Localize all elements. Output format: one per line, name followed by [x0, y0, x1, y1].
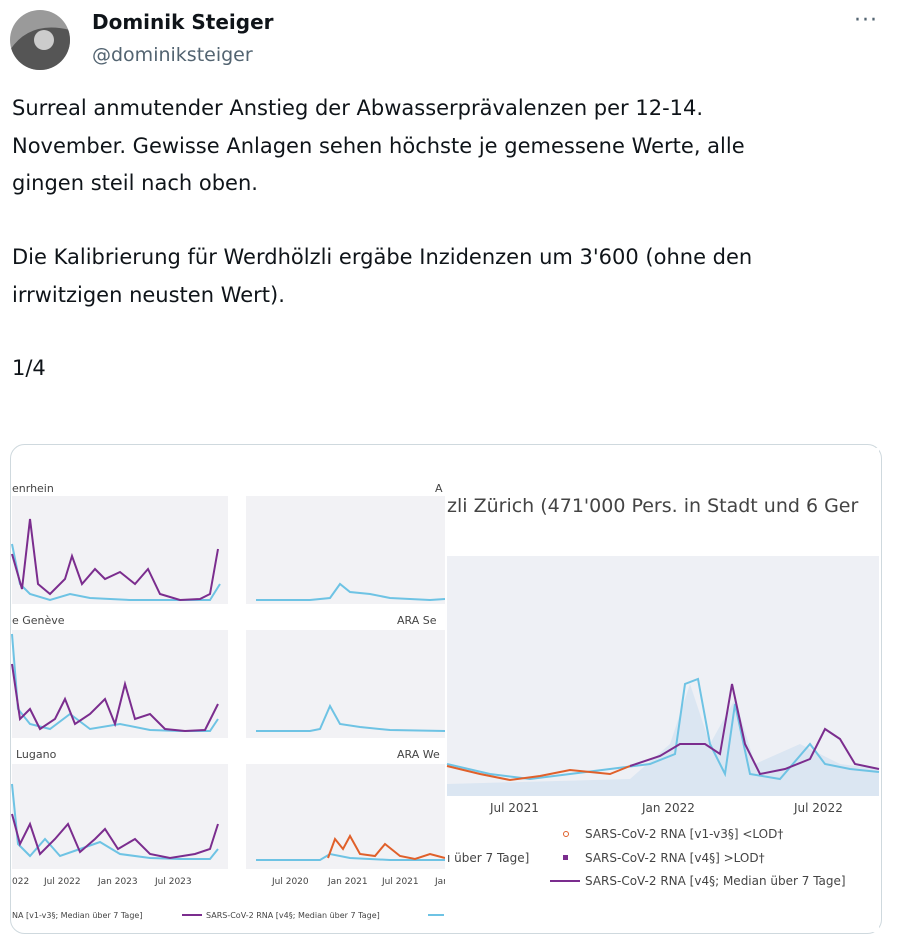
curve: [629, 683, 880, 776]
tweet-text: 1/4: [12, 356, 46, 380]
legend-entry: SARS-CoV-2 RNA [v4§; Median über 7 Tage]: [585, 874, 846, 888]
tweet-text: November. Gewisse Anlagen sehen höchste …: [12, 134, 745, 158]
panel-title: ARA We: [397, 748, 440, 761]
plot-bg: [12, 764, 228, 869]
plot-bg: [12, 496, 228, 604]
curves: [11, 518, 446, 861]
tweet-text: Surreal anmutender Anstieg der Abwasserp…: [12, 96, 704, 120]
media[interactable]: enrhein A e Genève ARA Se Lugano ARA We …: [10, 444, 882, 934]
left-image: enrhein A e Genève ARA Se Lugano ARA We …: [11, 482, 463, 920]
x-label: Jul 2023: [154, 877, 192, 887]
avatar-image: [10, 10, 70, 70]
x-label: Jul 2021: [381, 877, 419, 887]
x-label: 022: [12, 877, 29, 887]
plot-bg: [246, 496, 445, 604]
x-label: Jan 2023: [97, 877, 138, 887]
legend-entry: SARS-CoV-2 RNA [v4§] >LOD†: [585, 851, 765, 865]
chart-title: zli Zürich (471'000 Pers. in Stadt und 6…: [447, 495, 858, 517]
plot-bg: [246, 764, 445, 869]
x-label: Jul 2022: [793, 801, 843, 815]
x-label: Jul 2022: [43, 877, 81, 887]
x-label: Jul 2021: [489, 801, 539, 815]
plot-bg: [12, 630, 228, 738]
curve: [256, 582, 446, 602]
avatar[interactable]: [10, 10, 70, 70]
curve: [11, 813, 219, 860]
tweet-text: Die Kalibrierung für Werdhölzli ergäbe I…: [12, 245, 753, 269]
user-name[interactable]: Dominik Steiger: [92, 10, 274, 34]
curve: [11, 518, 219, 602]
panel-title: A: [435, 482, 443, 495]
menu-button[interactable]: ···: [854, 8, 878, 33]
legend-entry: NA [v1-v3§; Median über 7 Tage]: [12, 911, 142, 920]
plot-bg: [246, 630, 445, 738]
curve: [446, 677, 880, 781]
panel-title: ARA Se: [397, 614, 437, 627]
panel-title: Lugano: [16, 748, 57, 761]
legend-entry: ı über 7 Tage]: [447, 851, 529, 865]
legend-entry: SARS-CoV-2 RNA [v4§; Median über 7 Tage]: [206, 911, 380, 920]
curve: [11, 783, 219, 860]
area: [447, 684, 879, 796]
legend-swatch: [563, 831, 569, 837]
legend-swatch: [563, 855, 568, 860]
user-handle[interactable]: @dominiksteiger: [92, 44, 253, 66]
curve: [256, 703, 446, 732]
right-image: zli Zürich (471'000 Pers. in Stadt und 6…: [445, 448, 880, 932]
x-label: Jan 2021: [327, 877, 368, 887]
curve: [446, 765, 631, 782]
curves: [446, 677, 880, 782]
panel-title: e Genève: [12, 614, 65, 627]
curve: [327, 833, 446, 861]
x-label: Jan 2022: [641, 801, 695, 815]
panel-title: enrhein: [12, 482, 54, 495]
tweet-text: gingen steil nach oben.: [12, 171, 258, 195]
curve: [11, 663, 219, 733]
curve: [256, 852, 445, 861]
tweet-text: irrwitzigen neusten Wert).: [12, 283, 285, 307]
legend-entry: SARS-CoV-2 RNA [v1-v3§] <LOD†: [585, 827, 783, 841]
x-label: Jul 2020: [271, 877, 309, 887]
